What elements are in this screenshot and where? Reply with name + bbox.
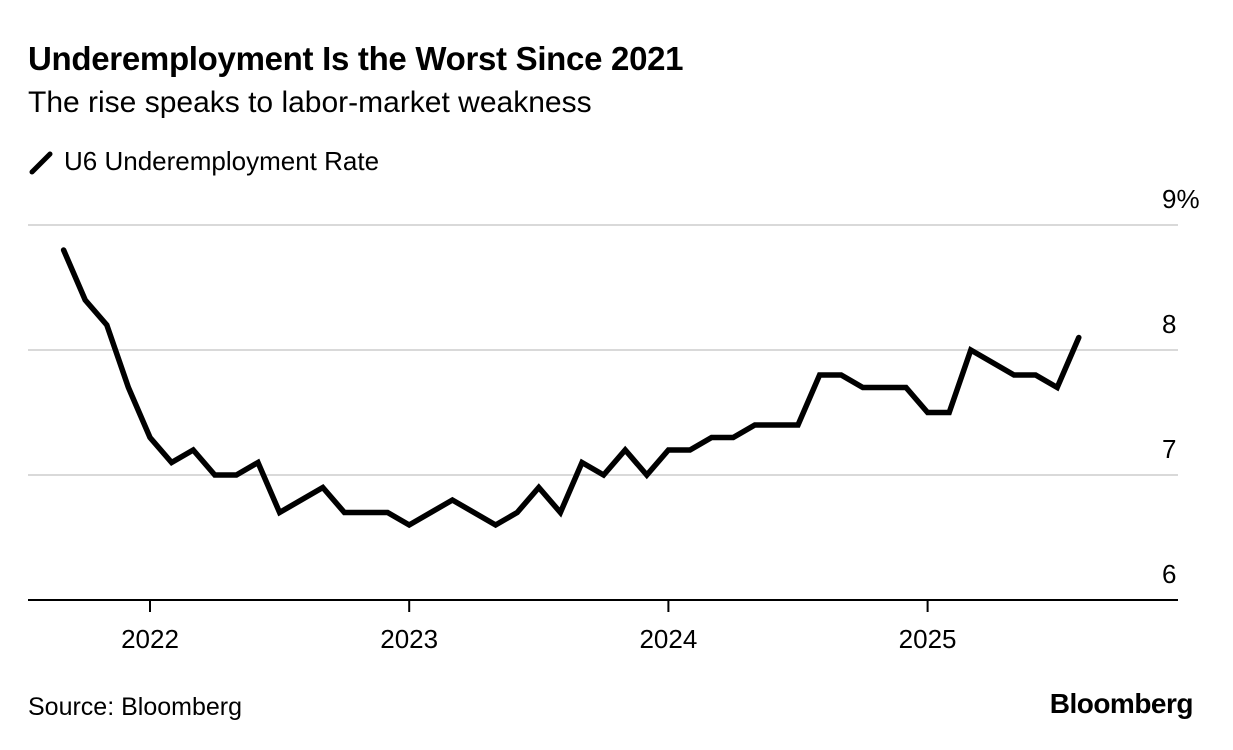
x-tick-label: 2024 [639,624,697,654]
y-tick-label: 9% [1162,184,1200,214]
x-tick-label: 2025 [899,624,957,654]
legend: U6 Underemployment Rate [28,146,379,177]
brand-logo: Bloomberg [1049,688,1194,719]
legend-label: U6 Underemployment Rate [64,146,380,176]
x-tick-label: 2022 [121,624,179,654]
y-tick-label: 6 [1162,559,1176,589]
chart-subtitle: The rise speaks to labor-market weakness [28,86,592,119]
source-note: Source: Bloomberg [28,693,243,721]
chart-title: Underemployment Is the Worst Since 2021 [28,40,684,77]
y-tick-label: 8 [1162,309,1176,339]
y-axis-labels: 6 7 8 9% [1162,184,1200,589]
gridlines [28,224,1178,476]
x-axis: 2022 2023 2024 2025 [28,599,1178,654]
series [60,247,1082,529]
x-tick-label: 2023 [380,624,438,654]
series-line-u6 [60,247,1082,529]
y-tick-label: 7 [1162,434,1176,464]
legend-line-icon [29,151,53,174]
